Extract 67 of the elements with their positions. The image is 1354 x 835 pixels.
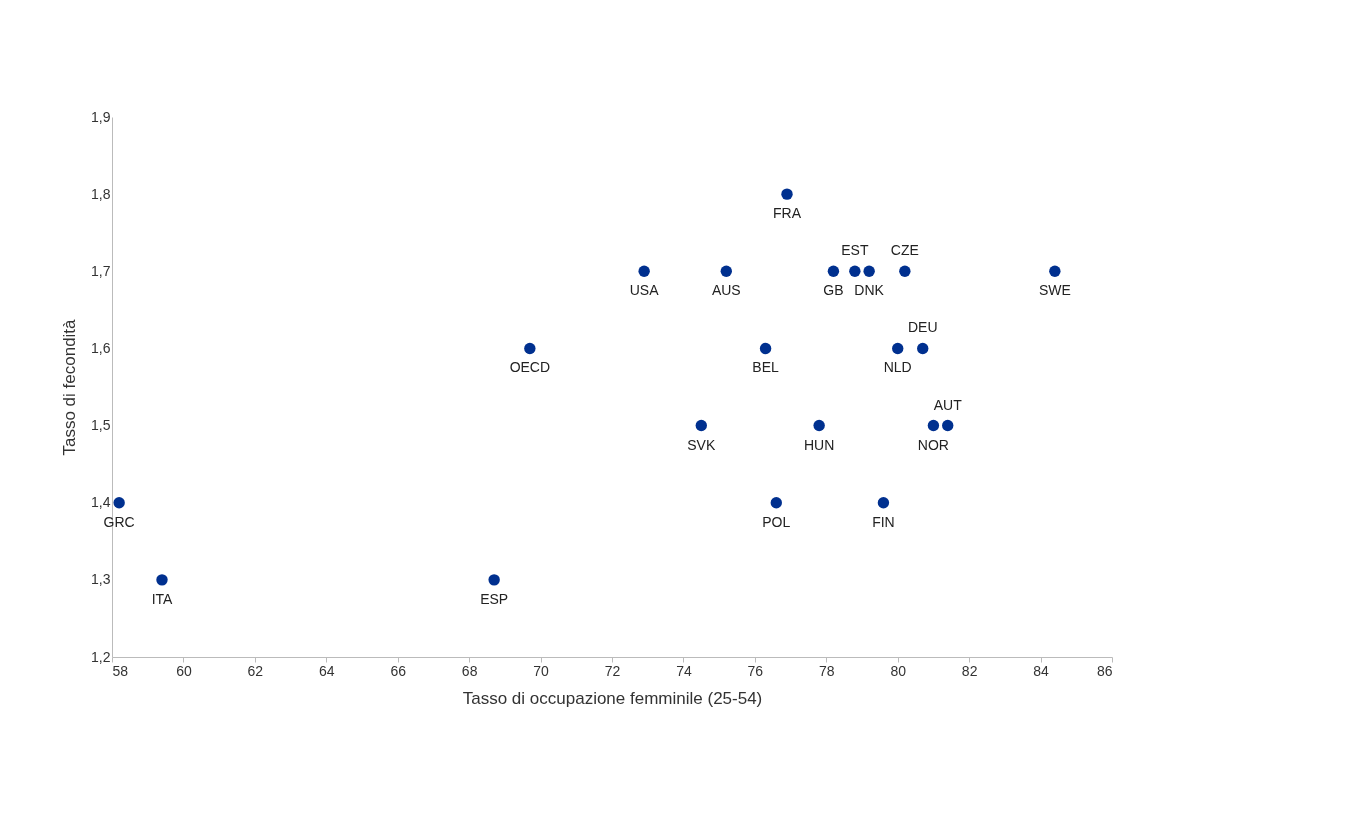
point	[877, 497, 890, 509]
annotation: ESP	[480, 590, 509, 607]
y-axis-title: Tasso di fecondità	[60, 318, 80, 456]
annotation: NLD	[883, 359, 912, 376]
annotation: NOR	[917, 436, 949, 453]
y-tick-label: 1,4	[91, 494, 111, 511]
annotation: USA	[629, 282, 660, 299]
point	[488, 574, 500, 586]
x-tick-label: 76	[747, 662, 764, 679]
point	[927, 419, 940, 432]
annotation: HUN	[803, 436, 835, 453]
x-tick-label: 82	[961, 662, 978, 679]
x-tick-label: 62	[247, 662, 264, 679]
annotation: GB	[823, 282, 844, 299]
annotation: SVK	[687, 436, 716, 453]
annotation: OECD	[509, 359, 551, 376]
point	[827, 265, 840, 277]
x-tick-label: 78	[819, 662, 835, 679]
x-tick-label: 68	[461, 662, 478, 679]
point	[899, 265, 911, 277]
point	[113, 497, 125, 509]
annotation: POL	[762, 513, 791, 530]
x-tick-label: 74	[676, 662, 692, 679]
x-tick-label: 60	[176, 662, 192, 679]
point	[156, 574, 168, 586]
x-axis-title: Tasso di occupazione femminile (25-54)	[462, 688, 763, 708]
point	[942, 419, 954, 432]
point	[849, 265, 861, 277]
annotation: EST	[841, 242, 869, 259]
point	[781, 188, 793, 200]
annotation: FIN	[872, 513, 895, 530]
x-tick-label: 80	[890, 662, 907, 679]
point	[759, 342, 772, 355]
point	[720, 265, 732, 277]
y-tick-label: 1,7	[91, 262, 111, 279]
point	[917, 342, 929, 355]
y-tick-label: 1,2	[91, 648, 111, 665]
point	[863, 265, 875, 277]
point	[770, 497, 782, 509]
annotation: DNK	[854, 282, 885, 299]
y-tick-label: 1,9	[91, 108, 111, 125]
point	[638, 265, 650, 277]
y-tick-label: 1,3	[91, 571, 111, 588]
annotation: SWE	[1038, 282, 1071, 299]
annotation: FRA	[773, 205, 802, 222]
point	[524, 342, 536, 355]
annotation: BEL	[752, 359, 780, 376]
annotation: GRC	[103, 513, 135, 530]
y-tick-label: 1,8	[91, 185, 111, 202]
x-tick-label: 66	[390, 662, 407, 679]
annotation: ITA	[151, 590, 174, 607]
annotation: CZE	[890, 242, 919, 259]
annotation: DEU	[907, 319, 938, 336]
x-tick-label: 58	[112, 662, 129, 679]
y-tick-label: 1,5	[91, 417, 111, 434]
point	[1049, 265, 1061, 277]
point	[892, 342, 904, 355]
x-tick-label: 64	[319, 662, 335, 679]
x-tick-label: 84	[1033, 662, 1050, 679]
point	[813, 419, 825, 432]
point	[695, 419, 707, 432]
x-tick-label: 70	[533, 662, 550, 679]
annotation: AUS	[711, 282, 741, 299]
x-tick-label: 86	[1096, 662, 1113, 679]
annotation: AUT	[933, 396, 963, 413]
x-tick-label: 72	[604, 662, 621, 679]
y-tick-label: 1,6	[91, 339, 111, 356]
